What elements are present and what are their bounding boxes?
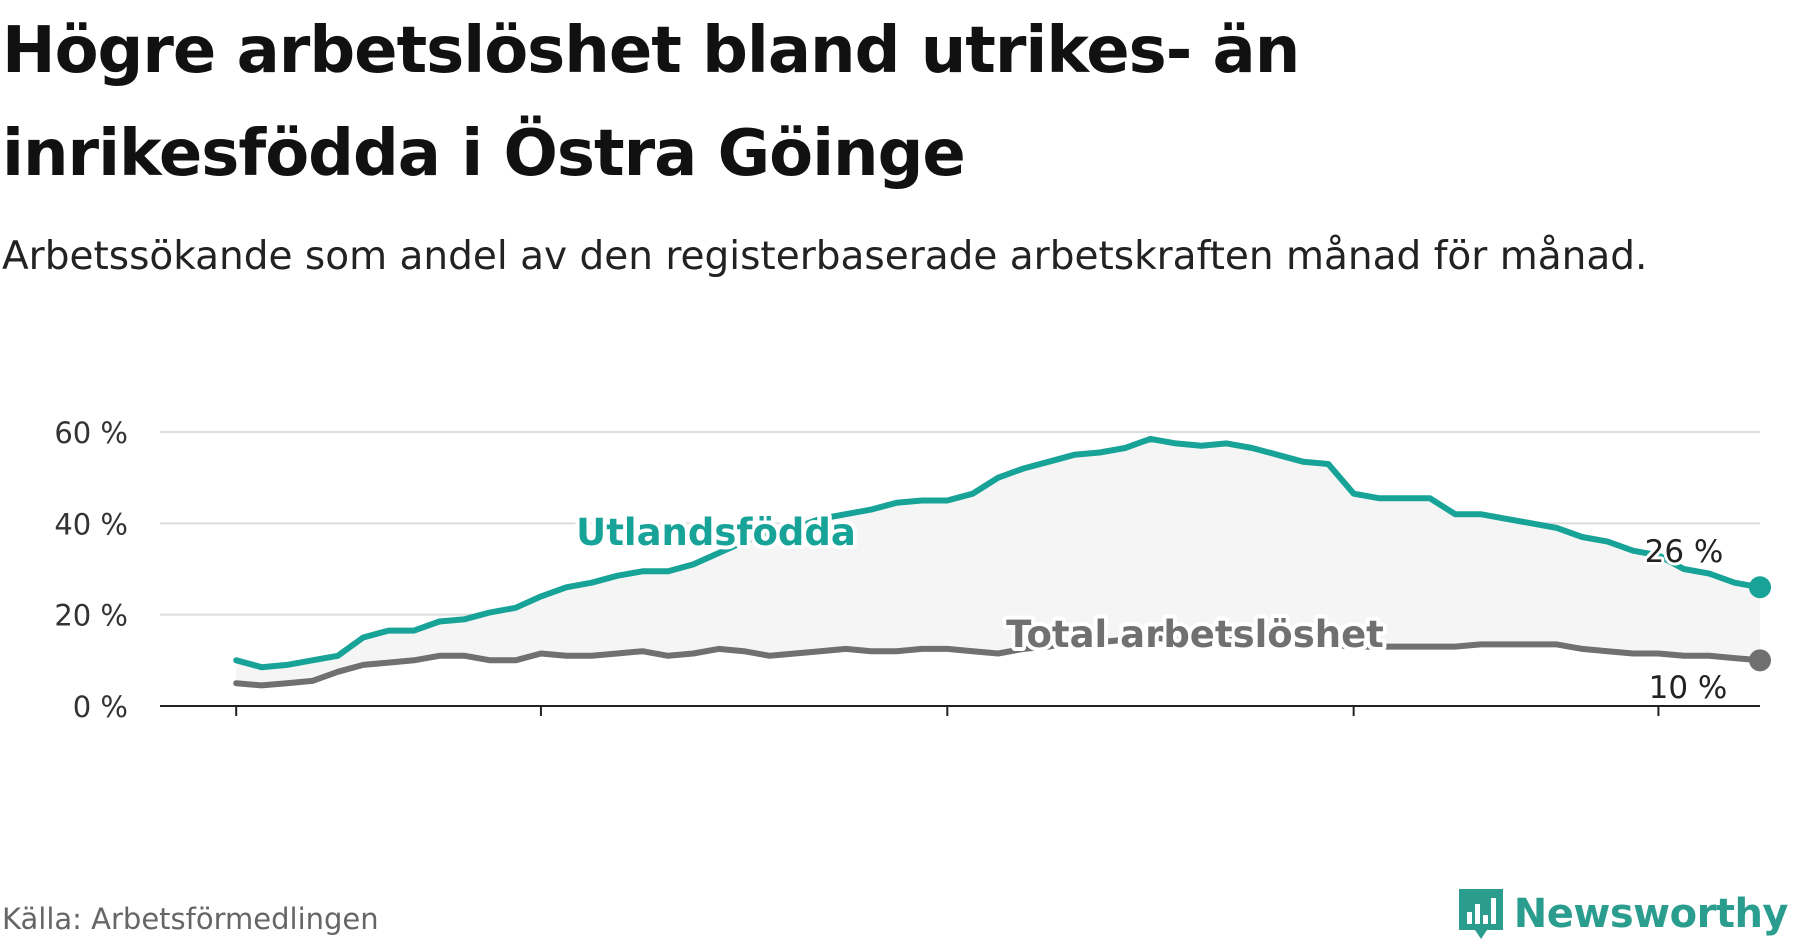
series-line-utlandsfodda <box>233 435 1763 671</box>
newsworthy-logo: Newsworthy <box>1456 886 1789 942</box>
end-point-marker <box>1749 576 1771 599</box>
end-point-marker <box>1749 649 1771 672</box>
y-tick-label: 60 % <box>54 416 128 450</box>
y-tick-label: 0 % <box>73 690 128 724</box>
chart-subtitle: Arbetssökande som andel av den registerb… <box>2 234 1648 279</box>
line-chart: 0 %20 %40 %60 %20082011201520192022Utlan… <box>54 416 1771 724</box>
bar-chart-icon <box>1458 889 1503 939</box>
end-label-utlandsfodda: 26 % <box>1645 534 1724 570</box>
series-label-utlandsfodda: Utlandsfödda <box>576 511 856 554</box>
series-label-total: Total arbetslöshet <box>1006 613 1384 656</box>
y-tick-label: 20 % <box>54 599 128 633</box>
series-line-total <box>233 634 1763 689</box>
end-label-total: 10 % <box>1649 670 1728 706</box>
y-tick-label: 40 % <box>54 507 128 541</box>
logo-text: Newsworthy <box>1513 891 1789 937</box>
source-note: Källa: Arbetsförmedlingen <box>2 902 379 936</box>
chart-title: Högre arbetslöshet bland utrikes- än inr… <box>2 14 1300 191</box>
